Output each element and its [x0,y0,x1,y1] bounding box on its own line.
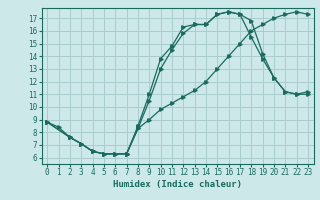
X-axis label: Humidex (Indice chaleur): Humidex (Indice chaleur) [113,180,242,189]
